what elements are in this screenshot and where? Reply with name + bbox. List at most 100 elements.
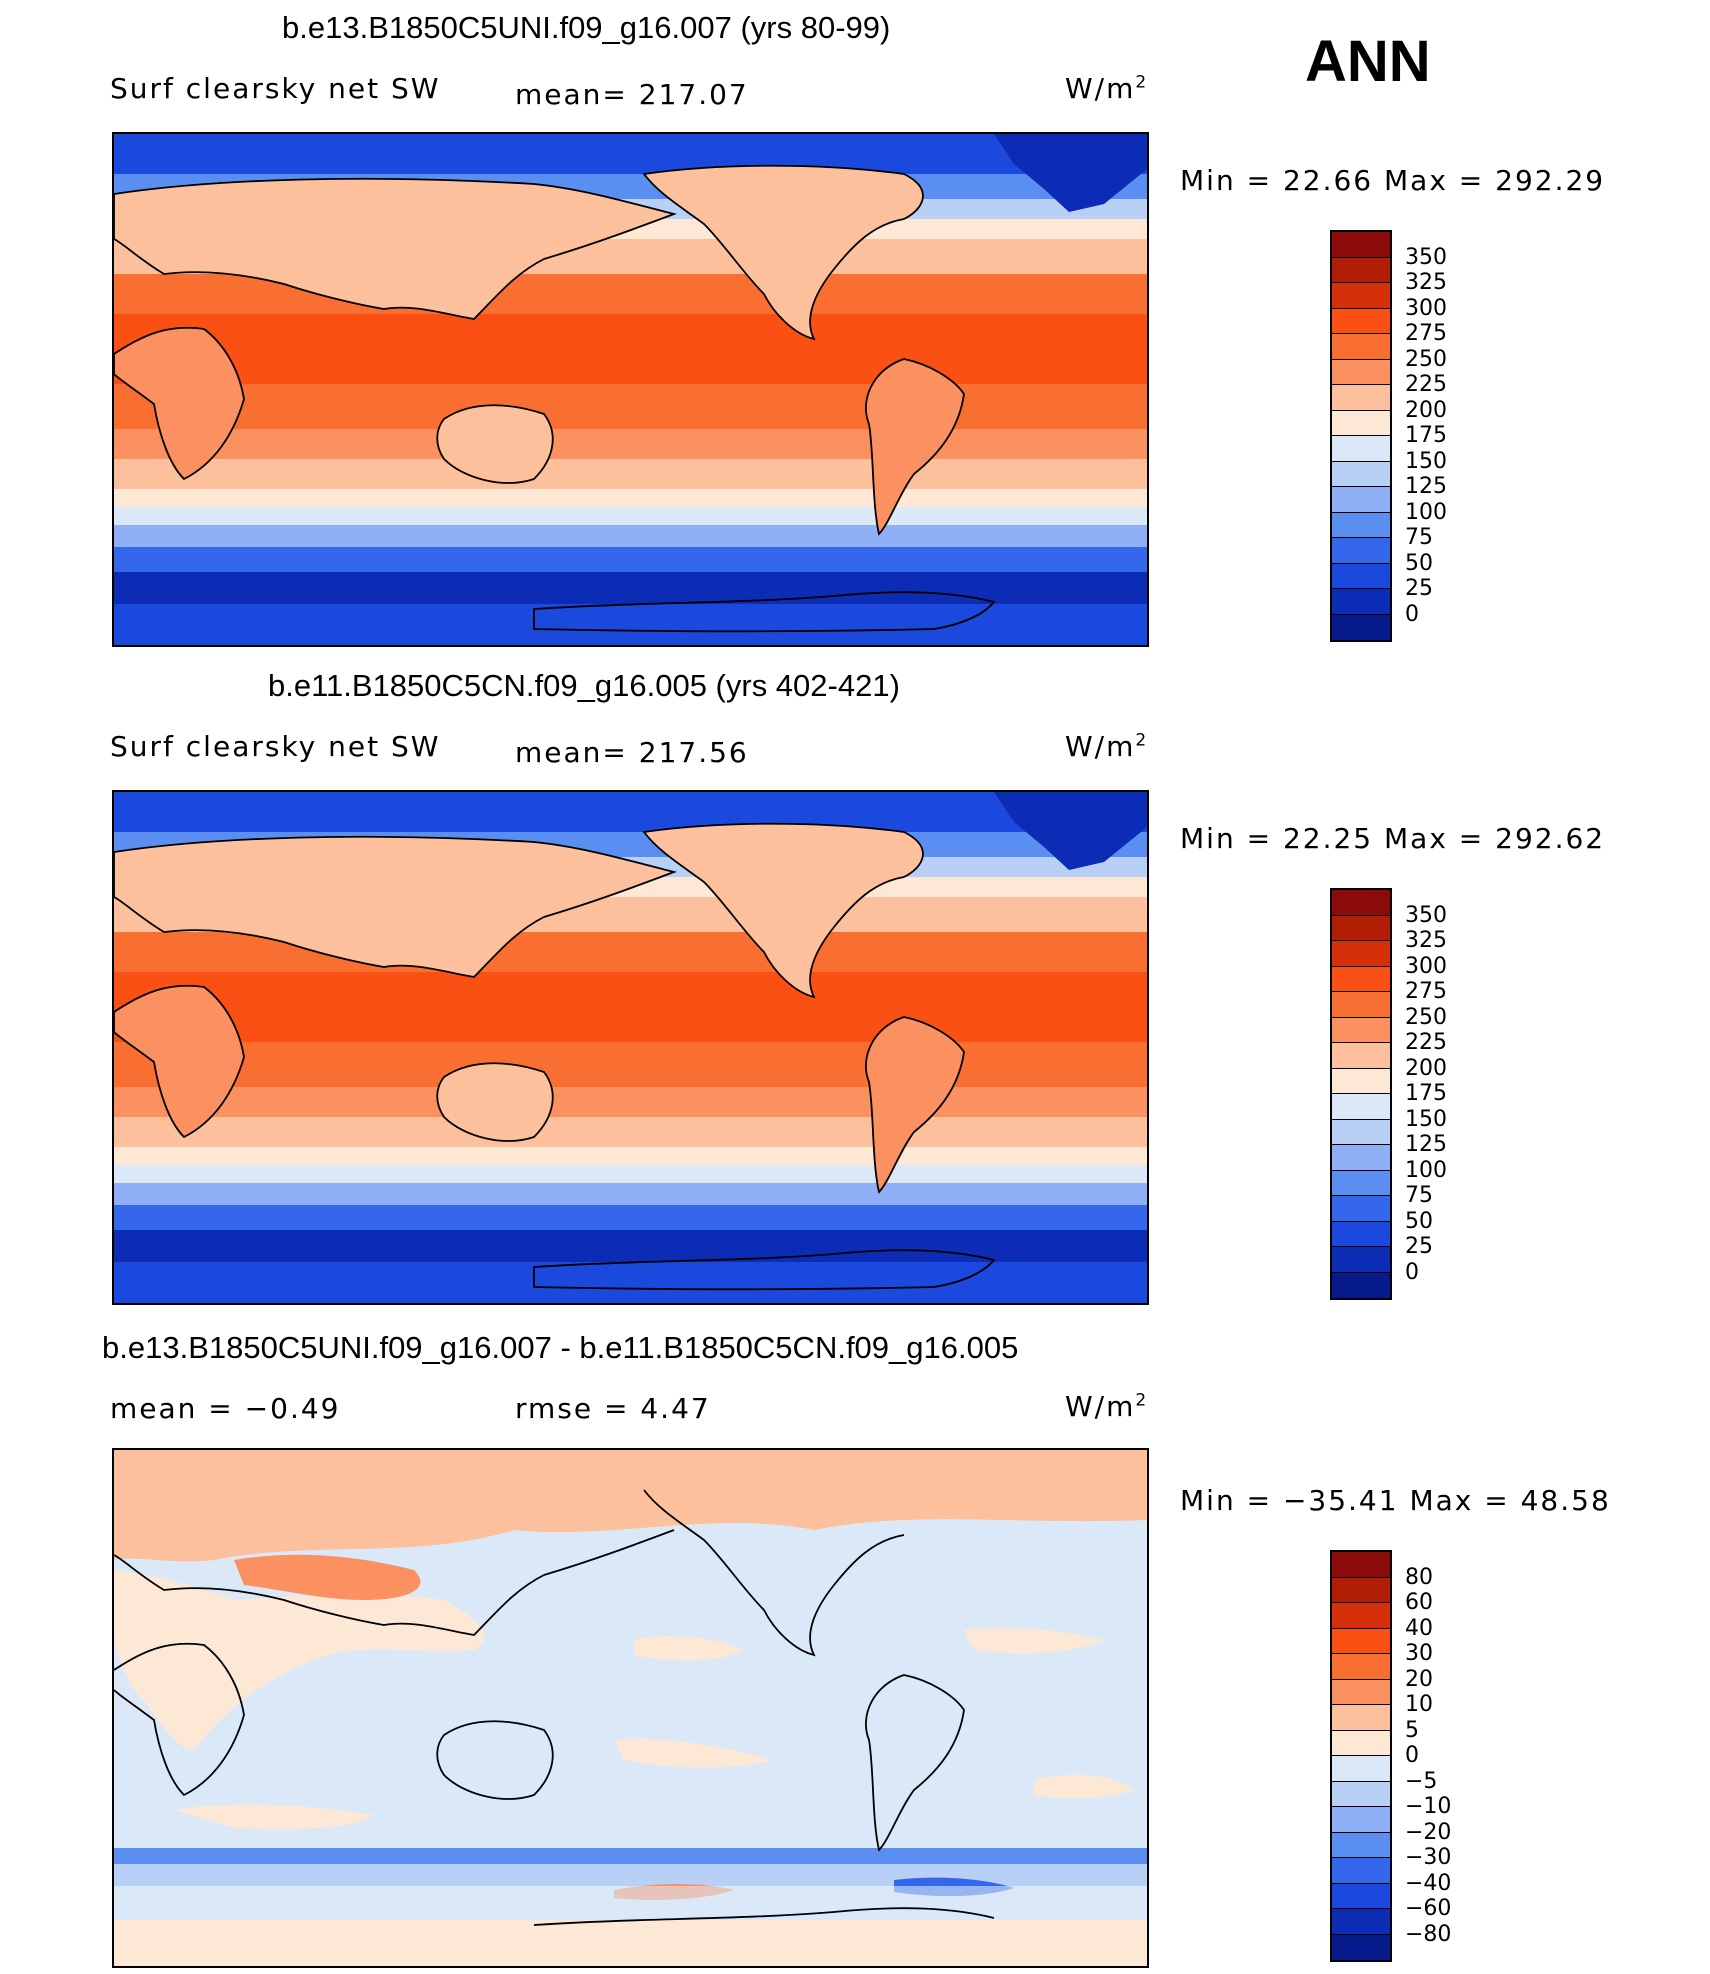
colorbar-tick-label: 25 (1405, 576, 1433, 601)
colorbar-swatch (1332, 1552, 1390, 1578)
panel3-coastlines (114, 1489, 995, 1926)
panel3-map-svg (114, 1450, 1147, 1966)
colorbar-swatch (1332, 589, 1390, 615)
colorbar-tick-label: −10 (1405, 1794, 1452, 1819)
panel2-units: W/m2 (1065, 730, 1149, 763)
colorbar-tick-label: 225 (1405, 372, 1447, 397)
colorbar-swatch (1332, 1756, 1390, 1782)
panel3-colorbar (1330, 1550, 1392, 1962)
panel3-diff-field (114, 1450, 1147, 1966)
colorbar-swatch (1332, 334, 1390, 360)
colorbar-tick-label: 275 (1405, 979, 1447, 1004)
panel1-map (112, 132, 1149, 647)
colorbar-swatch (1332, 410, 1390, 436)
colorbar-tick-label: 325 (1405, 928, 1447, 953)
colorbar-swatch (1332, 1883, 1390, 1909)
colorbar-tick-label: 300 (1405, 953, 1447, 979)
colorbar-swatch (1332, 436, 1390, 462)
colorbar-swatch (1332, 487, 1390, 513)
colorbar-tick-label: 0 (1405, 1259, 1419, 1285)
colorbar-tick-label: 80 (1405, 1564, 1433, 1590)
colorbar-tick-label: 60 (1405, 1590, 1433, 1615)
colorbar-tick-label: 350 (1405, 244, 1447, 270)
colorbar-tick-label: 300 (1405, 295, 1447, 321)
colorbar-swatch (1332, 1909, 1390, 1935)
colorbar-tick-label: 75 (1405, 525, 1433, 550)
colorbar-tick-label: 25 (1405, 1234, 1433, 1259)
colorbar-swatch (1332, 1832, 1390, 1858)
colorbar-tick-label: 150 (1405, 1106, 1447, 1132)
panel1-title: b.e13.B1850C5UNI.f09_g16.007 (yrs 80-99) (282, 10, 891, 45)
panel3-rmse-label: rmse = 4.47 (515, 1392, 711, 1425)
colorbar-swatch (1332, 359, 1390, 385)
colorbar-swatch (1332, 1043, 1390, 1069)
panel2-title: b.e11.B1850C5CN.f09_g16.005 (yrs 402-421… (268, 668, 900, 703)
panel1-mean-label: mean= 217.07 (515, 78, 749, 111)
colorbar-swatch (1332, 257, 1390, 283)
colorbar-swatch (1332, 1017, 1390, 1043)
colorbar-swatch (1332, 232, 1390, 258)
colorbar-tick-label: −40 (1405, 1870, 1452, 1896)
panel1-colorbar (1330, 230, 1392, 642)
colorbar-tick-label: 200 (1405, 1055, 1447, 1081)
colorbar-swatch (1332, 992, 1390, 1018)
panel2-variable-label: Surf clearsky net SW (110, 730, 441, 763)
colorbar-swatch (1332, 538, 1390, 564)
panel1-minmax: Min = 22.66 Max = 292.29 (1180, 164, 1606, 197)
colorbar-swatch (1332, 1577, 1390, 1603)
colorbar-tick-label: −60 (1405, 1896, 1452, 1921)
colorbar-tick-label: −20 (1405, 1819, 1452, 1845)
colorbar-tick-label: 175 (1405, 1081, 1447, 1106)
colorbar-tick-label: 100 (1405, 499, 1447, 525)
colorbar-swatch (1332, 1119, 1390, 1145)
colorbar-tick-label: −5 (1405, 1768, 1438, 1794)
panel1-variable-label: Surf clearsky net SW (110, 72, 441, 105)
colorbar-swatch (1332, 308, 1390, 334)
colorbar-swatch (1332, 1247, 1390, 1273)
colorbar-swatch (1332, 1730, 1390, 1756)
colorbar-swatch (1332, 461, 1390, 487)
colorbar-swatch (1332, 563, 1390, 589)
colorbar-tick-label: 325 (1405, 270, 1447, 295)
colorbar-swatch (1332, 890, 1390, 916)
colorbar-tick-label: 50 (1405, 550, 1433, 576)
panel3-minmax: Min = −35.41 Max = 48.58 (1180, 1484, 1611, 1517)
season-label: ANN (1305, 29, 1431, 94)
panel3-title: b.e13.B1850C5UNI.f09_g16.007 - b.e11.B18… (102, 1330, 1019, 1365)
colorbar-swatch (1332, 1679, 1390, 1705)
colorbar-tick-label: 175 (1405, 423, 1447, 448)
panel3-units: W/m2 (1065, 1390, 1149, 1423)
colorbar-tick-label: 20 (1405, 1666, 1433, 1692)
panel1-continents (114, 164, 996, 633)
colorbar-tick-label: 40 (1405, 1615, 1433, 1641)
colorbar-tick-label: 150 (1405, 448, 1447, 474)
colorbar-tick-label: 0 (1405, 1743, 1419, 1768)
colorbar-swatch (1332, 1196, 1390, 1222)
colorbar-swatch (1332, 1781, 1390, 1807)
colorbar-swatch (1332, 283, 1390, 309)
colorbar-swatch (1332, 1603, 1390, 1629)
panel1-map-svg (114, 134, 1147, 645)
panel2-minmax: Min = 22.25 Max = 292.62 (1180, 822, 1606, 855)
colorbar-swatch (1332, 1068, 1390, 1094)
colorbar-tick-label: 100 (1405, 1157, 1447, 1183)
panel1-units: W/m2 (1065, 72, 1149, 105)
colorbar-swatch (1332, 1858, 1390, 1884)
colorbar-swatch (1332, 1807, 1390, 1833)
colorbar-swatch (1332, 385, 1390, 411)
panel3-map (112, 1448, 1149, 1968)
colorbar-swatch (1332, 614, 1390, 640)
colorbar-swatch (1332, 915, 1390, 941)
colorbar-tick-label: 50 (1405, 1208, 1433, 1234)
colorbar-tick-label: 275 (1405, 321, 1447, 346)
colorbar-tick-label: 225 (1405, 1030, 1447, 1055)
panel2-mean-label: mean= 217.56 (515, 736, 749, 769)
colorbar-swatch (1332, 1094, 1390, 1120)
colorbar-swatch (1332, 1628, 1390, 1654)
colorbar-tick-label: 200 (1405, 397, 1447, 423)
colorbar-tick-label: 75 (1405, 1183, 1433, 1208)
colorbar-swatch (1332, 1705, 1390, 1731)
colorbar-swatch (1332, 1654, 1390, 1680)
colorbar-swatch (1332, 1145, 1390, 1171)
colorbar-swatch (1332, 1170, 1390, 1196)
